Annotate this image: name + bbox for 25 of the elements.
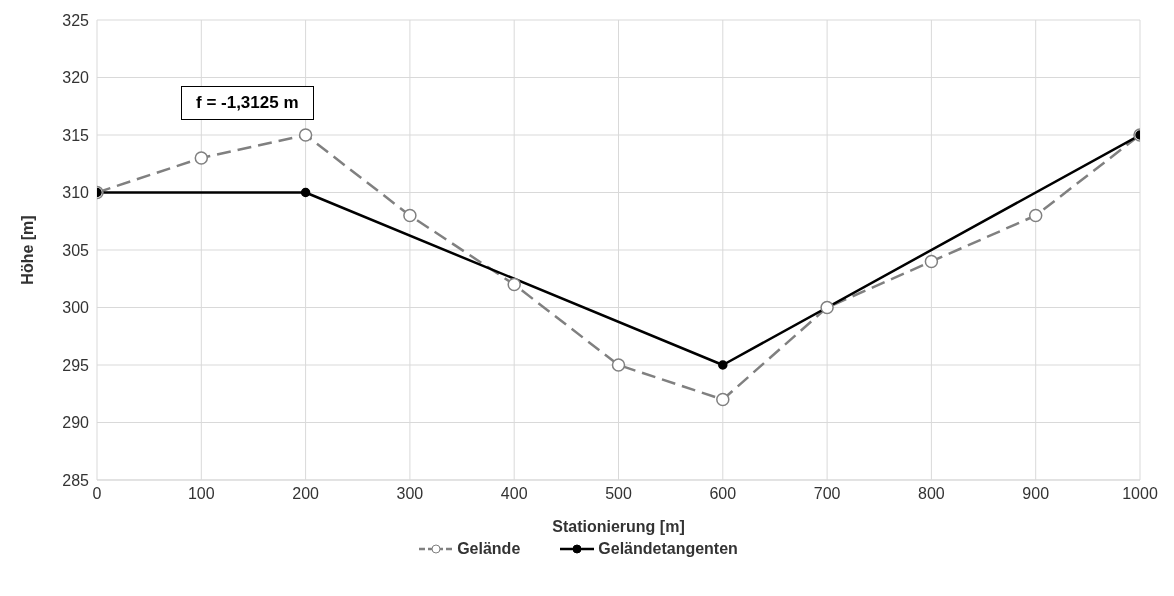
x-axis-title: Stationierung [m] — [552, 518, 685, 535]
y-tick-label: 325 — [62, 11, 90, 29]
x-tick-label: 300 — [396, 485, 424, 503]
y-tick-label: 310 — [62, 184, 90, 202]
legend-label: Gelände — [456, 540, 521, 558]
y-axis-title: Höhe [m] — [18, 215, 36, 285]
x-tick-label: 100 — [187, 485, 215, 503]
y-tick-label: 290 — [62, 414, 90, 432]
x-tick-label: 200 — [292, 485, 320, 503]
annotation: f = -1,3125 m — [181, 86, 314, 120]
y-tick-label: 300 — [62, 299, 90, 317]
x-tick-label: 0 — [92, 485, 102, 503]
y-tick-label: 320 — [62, 69, 90, 87]
x-tick-label: 600 — [709, 485, 737, 503]
y-tick-label: 305 — [62, 241, 90, 259]
x-tick-label: 1000 — [1122, 485, 1158, 503]
y-tick-label: 315 — [62, 126, 90, 144]
y-tick-label: 285 — [62, 471, 90, 489]
x-tick-label: 700 — [813, 485, 841, 503]
x-tick-label: 500 — [605, 485, 632, 503]
y-tick-label: 295 — [62, 356, 90, 374]
legend-label: Geländetangenten — [597, 540, 738, 558]
x-tick-label: 900 — [1022, 485, 1050, 503]
x-tick-label: 800 — [918, 485, 945, 503]
x-tick-label: 400 — [500, 485, 528, 503]
